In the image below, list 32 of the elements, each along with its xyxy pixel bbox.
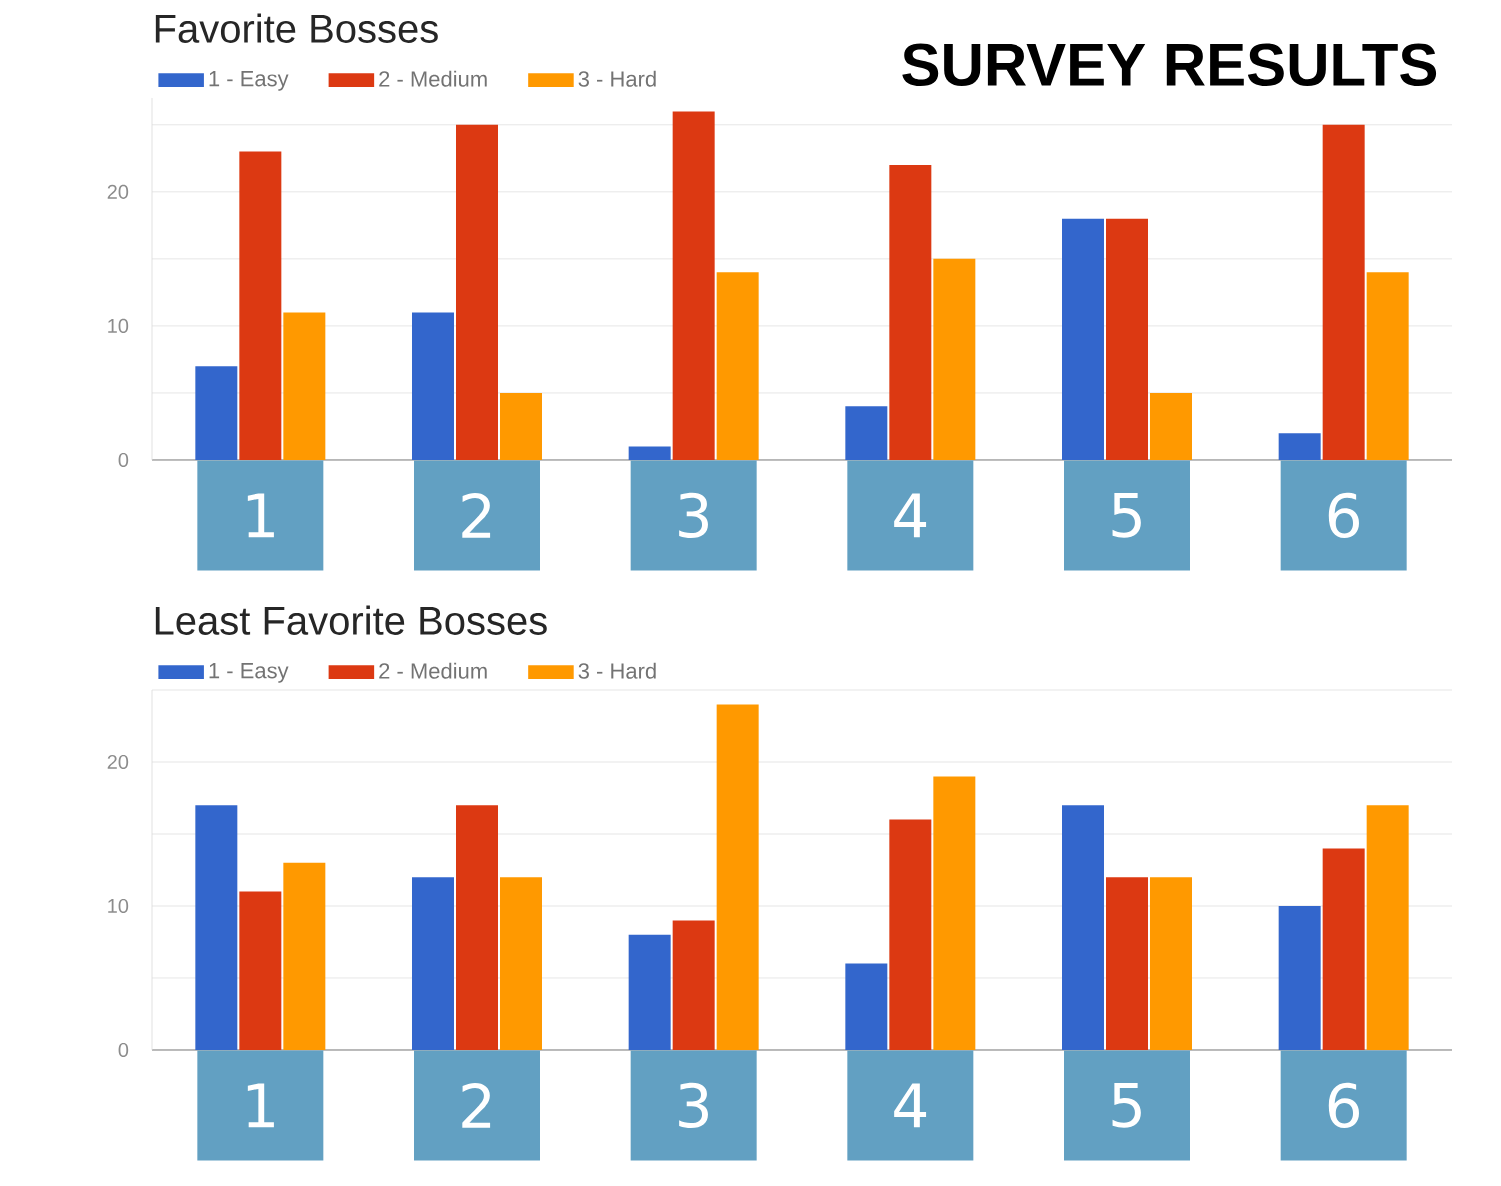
- bar: [500, 392, 542, 460]
- x-tick-label: 6: [1328, 1082, 1359, 1129]
- x-tick-label: 3: [679, 492, 708, 539]
- bar: [1150, 392, 1192, 460]
- x-tick-label: 5: [1112, 493, 1141, 538]
- x-tick-label: 1: [247, 1083, 274, 1128]
- bar: [628, 446, 671, 460]
- y-tick-label: 20: [107, 184, 129, 199]
- legend-label: 1 - Easy: [209, 663, 289, 683]
- bar: [1278, 433, 1321, 460]
- y-tick-label: 10: [108, 318, 129, 333]
- x-tick-label: 6: [1328, 492, 1359, 539]
- x-tick-label: 1: [247, 493, 274, 538]
- y-tick-label: 0: [118, 452, 129, 468]
- x-tick-label: 3: [679, 1082, 708, 1129]
- legend-label: 2 - Medium: [379, 662, 487, 679]
- legend-label: 1 - Easy: [209, 71, 289, 91]
- y-tick-label: 0: [118, 1042, 129, 1058]
- chart-title: Favorite Bosses: [155, 13, 438, 43]
- x-tick-label: 2: [462, 493, 491, 538]
- bar: [845, 406, 888, 460]
- legend-label: 3 - Hard: [578, 662, 656, 679]
- x-tick-label: 4: [894, 493, 927, 538]
- legend-label: 2 - Medium: [379, 70, 487, 87]
- chart-title: Least Favorite Bosses: [155, 605, 547, 635]
- text: SURVEY RESULTS: [902, 43, 1437, 86]
- x-tick-label: 5: [1112, 1083, 1141, 1128]
- y-tick-label: 20: [107, 754, 129, 770]
- x-tick-label: 2: [462, 1083, 491, 1128]
- y-tick-label: 10: [108, 898, 129, 914]
- x-tick-label: 4: [894, 1083, 927, 1128]
- legend-label: 3 - Hard: [578, 70, 656, 87]
